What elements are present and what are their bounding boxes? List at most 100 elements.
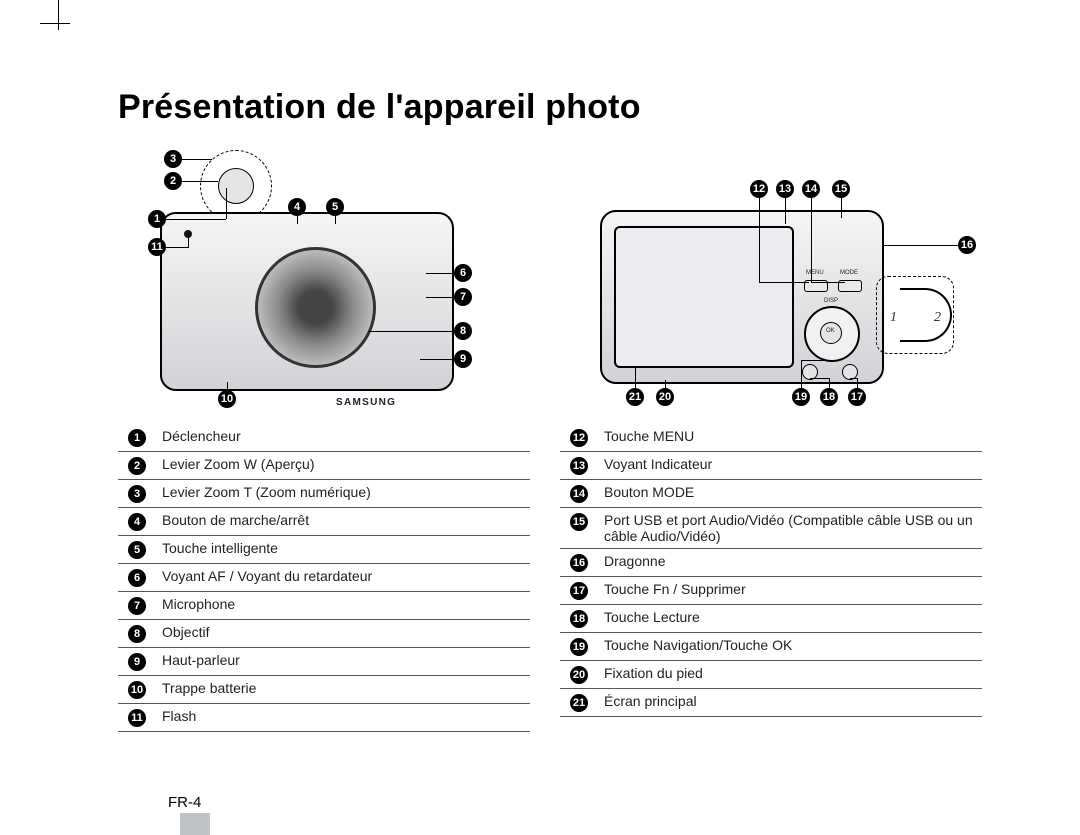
legend-row: 13 Voyant Indicateur <box>560 452 982 480</box>
legend-number: 4 <box>128 513 146 531</box>
leader-line <box>335 216 336 224</box>
disp-label: DISP <box>824 298 838 304</box>
leader-line <box>759 198 760 282</box>
legend-text: Haut-parleur <box>156 648 530 676</box>
legend-row: 1Déclencheur <box>118 424 530 452</box>
legend-row: 7 Microphone <box>118 592 530 620</box>
ok-label: OK <box>826 328 835 334</box>
legend-number: 14 <box>570 485 588 503</box>
leader-line <box>841 198 842 218</box>
mode-label: MODE <box>840 270 858 276</box>
legend-text: Touche intelligente <box>156 536 530 564</box>
legend-number: 16 <box>570 554 588 572</box>
legend-number: 7 <box>128 597 146 615</box>
legend-row: 21Écran principal <box>560 689 982 717</box>
legend-text: Objectif <box>156 620 530 648</box>
callout-16: 16 <box>958 236 976 254</box>
legend-text: Voyant Indicateur <box>598 452 982 480</box>
callout-19: 19 <box>792 388 810 406</box>
leader-line <box>801 360 802 388</box>
page-title: Présentation de l'appareil photo <box>118 88 641 127</box>
legend-text: Flash <box>156 704 530 732</box>
legend-number: 19 <box>570 638 588 656</box>
legend-text: Port USB et port Audio/Vidéo (Compatible… <box>598 508 982 549</box>
leader-line <box>420 359 454 360</box>
legend-text: Touche MENU <box>598 424 982 452</box>
leader-line <box>166 219 226 220</box>
legend-row: 9Haut-parleur <box>118 648 530 676</box>
page-number: FR-4 <box>168 794 201 811</box>
legend-text: Touche Fn / Supprimer <box>598 577 982 605</box>
callout-5: 5 <box>326 198 344 216</box>
callout-13: 13 <box>776 180 794 198</box>
callout-11: 11 <box>148 238 166 256</box>
legend-text: Touche Navigation/Touche OK <box>598 633 982 661</box>
callout-17: 17 <box>848 388 866 406</box>
leader-line <box>811 282 845 283</box>
legend-row: 15Port USB et port Audio/Vidéo (Compatib… <box>560 508 982 549</box>
legend-number: 12 <box>570 429 588 447</box>
callout-9: 9 <box>454 350 472 368</box>
legend-row: 5Touche intelligente <box>118 536 530 564</box>
leader-line <box>785 198 786 224</box>
callout-6: 6 <box>454 264 472 282</box>
shutter-button-icon <box>218 168 254 204</box>
legend-number: 8 <box>128 625 146 643</box>
legend-number: 6 <box>128 569 146 587</box>
legend-left: 1Déclencheur 2 Levier Zoom W (Aperçu) 3 Levi… <box>118 424 530 732</box>
callout-4: 4 <box>288 198 306 216</box>
leader-line <box>182 159 212 160</box>
lcd-screen <box>614 226 794 368</box>
legend-right-table: 12 Touche MENU 13 Voyant Indicateur 14 Bouton… <box>560 424 982 717</box>
legend-text: Microphone <box>156 592 530 620</box>
menu-label: MENU <box>806 270 824 276</box>
legend-row: 6 Voyant AF / Voyant du retardateur <box>118 564 530 592</box>
legend-text: Bouton MODE <box>598 480 982 508</box>
legend-row: 12 Touche MENU <box>560 424 982 452</box>
leader-line <box>829 378 830 390</box>
legend-text: Écran principal <box>598 689 982 717</box>
legend-row: 17 Touche Fn / Supprimer <box>560 577 982 605</box>
page-tab <box>180 813 210 835</box>
legend-number: 20 <box>570 666 588 684</box>
legend-number: 18 <box>570 610 588 628</box>
leader-line <box>850 378 857 379</box>
callout-1: 1 <box>148 210 166 228</box>
crop-mark-vertical <box>58 0 59 30</box>
legend-number: 17 <box>570 582 588 600</box>
legend-row: 2 Levier Zoom W (Aperçu) <box>118 452 530 480</box>
legend-number: 10 <box>128 681 146 699</box>
manual-page: Présentation de l'appareil photo SAMSUNG… <box>0 0 1080 835</box>
strap-step-2: 2 <box>934 310 941 326</box>
callout-12: 12 <box>750 180 768 198</box>
legend-number: 3 <box>128 485 146 503</box>
callout-20: 20 <box>656 388 674 406</box>
leader-line <box>368 331 454 332</box>
legend-row: 14 Bouton MODE <box>560 480 982 508</box>
legend-number: 13 <box>570 457 588 475</box>
callout-2: 2 <box>164 172 182 190</box>
strap-loop-icon <box>900 288 952 342</box>
callout-21: 21 <box>626 388 644 406</box>
legend-text: Levier Zoom T (Zoom numérique) <box>156 480 530 508</box>
legend-text: Trappe batterie <box>156 676 530 704</box>
legend-text: Voyant AF / Voyant du retardateur <box>156 564 530 592</box>
legend-row: 8 Objectif <box>118 620 530 648</box>
legend-row: 16Dragonne <box>560 549 982 577</box>
leader-line <box>811 198 812 282</box>
legend-row: 11Flash <box>118 704 530 732</box>
leader-line <box>182 181 218 182</box>
callout-18: 18 <box>820 388 838 406</box>
strap-step-1: 1 <box>890 310 897 326</box>
callout-15: 15 <box>832 180 850 198</box>
legend-row: 20Fixation du pied <box>560 661 982 689</box>
callout-10: 10 <box>218 390 236 408</box>
leader-line <box>227 382 228 392</box>
legend-text: Levier Zoom W (Aperçu) <box>156 452 530 480</box>
callout-14: 14 <box>802 180 820 198</box>
legend-number: 2 <box>128 457 146 475</box>
leader-line <box>810 378 829 379</box>
leader-line <box>188 234 189 248</box>
callout-3: 3 <box>164 150 182 168</box>
lens-icon <box>255 247 376 368</box>
